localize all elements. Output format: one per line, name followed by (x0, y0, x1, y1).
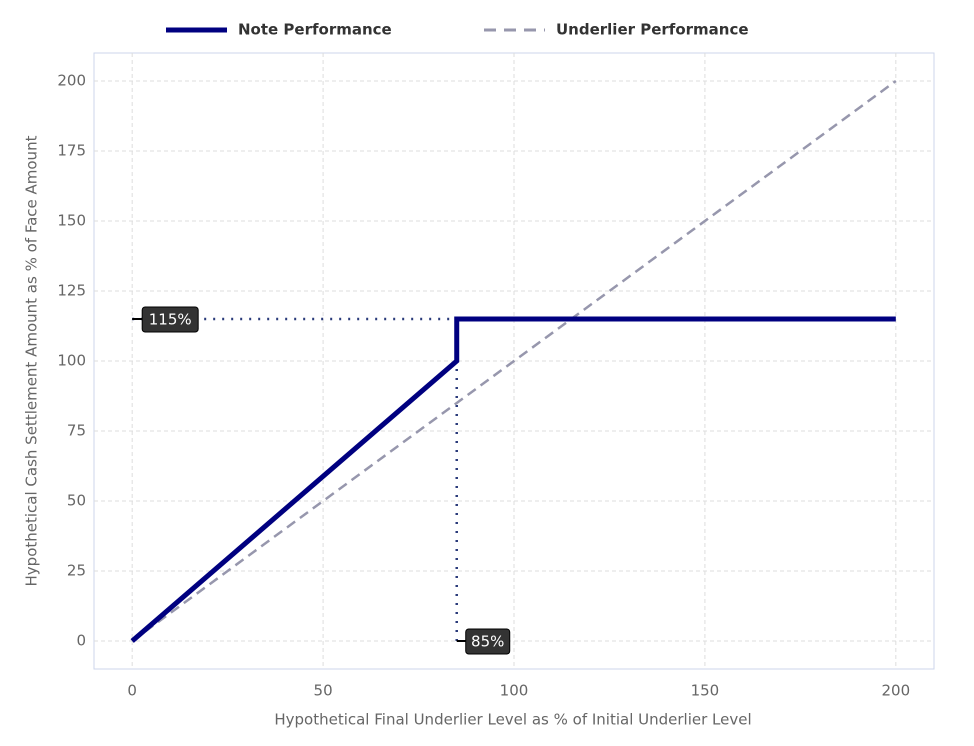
x-tick-label: 0 (127, 682, 137, 700)
x-tick-label: 100 (500, 682, 529, 700)
legend-label: Underlier Performance (556, 21, 749, 39)
y-tick-label: 100 (57, 352, 86, 370)
legend-label: Note Performance (238, 21, 392, 39)
y-tick-label: 50 (67, 492, 86, 510)
y-tick-label: 125 (57, 282, 86, 300)
y-tick-label: 175 (57, 142, 86, 160)
annotation-label: 85% (471, 633, 504, 651)
y-axis-label: Hypothetical Cash Settlement Amount as %… (23, 135, 41, 586)
series-line (131, 79, 897, 643)
annotation-label: 115% (149, 311, 192, 329)
x-tick-label: 150 (691, 682, 720, 700)
y-tick-label: 200 (57, 72, 86, 90)
annotation-box (465, 628, 511, 655)
annotation-box (141, 306, 199, 333)
x-axis-label: Hypothetical Final Underlier Level as % … (274, 711, 751, 729)
x-tick-label: 200 (881, 682, 910, 700)
y-tick-label: 0 (76, 632, 86, 650)
x-tick-label: 50 (314, 682, 333, 700)
series-line (130, 316, 896, 643)
y-tick-label: 75 (67, 422, 86, 440)
y-tick-label: 150 (57, 212, 86, 230)
y-tick-label: 25 (67, 562, 86, 580)
